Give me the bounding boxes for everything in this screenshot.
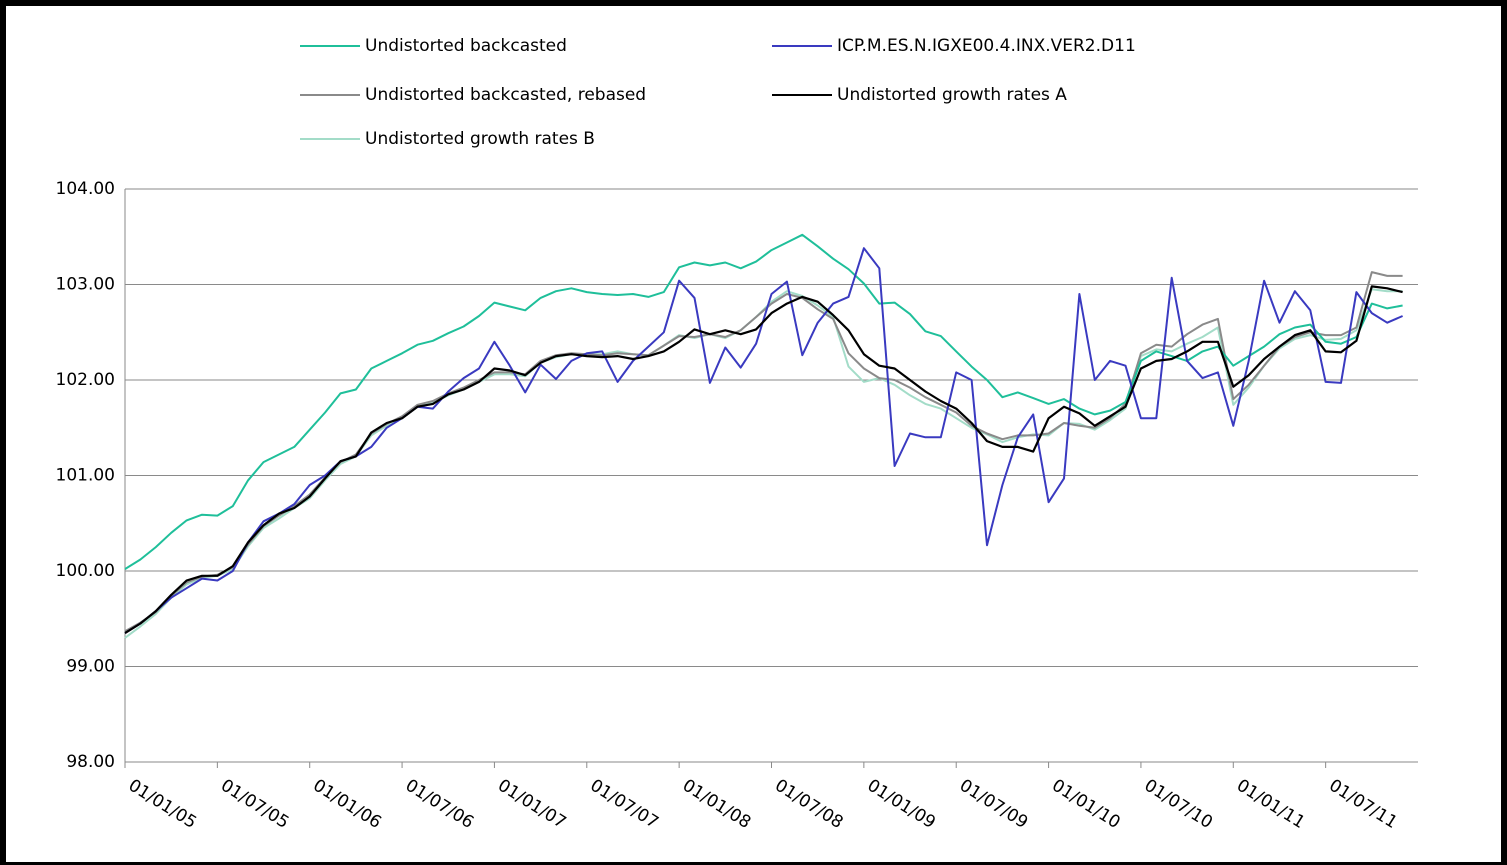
x-tick-label: 01/01/05 bbox=[125, 776, 200, 833]
x-tick-label: 01/07/05 bbox=[217, 776, 292, 833]
x-tick-label: 01/07/10 bbox=[1141, 776, 1216, 833]
y-tick-label: 98.00 bbox=[66, 752, 115, 772]
x-tick-label: 01/07/11 bbox=[1325, 776, 1400, 833]
x-tick-label: 01/01/11 bbox=[1233, 776, 1308, 833]
series-line bbox=[124, 285, 1403, 635]
legend-label: Undistorted backcasted, rebased bbox=[365, 85, 646, 105]
series-line bbox=[124, 247, 1403, 634]
y-tick-label: 102.00 bbox=[56, 370, 115, 390]
x-tick-label: 01/01/06 bbox=[309, 776, 384, 833]
y-tick-label: 100.00 bbox=[56, 561, 115, 581]
x-tick-label: 01/01/07 bbox=[494, 776, 569, 833]
x-tick-label: 01/07/06 bbox=[402, 776, 477, 833]
x-tick-label: 01/01/09 bbox=[864, 776, 939, 833]
legend-label: Undistorted backcasted bbox=[365, 36, 567, 56]
x-tick-label: 01/07/08 bbox=[771, 776, 846, 833]
y-tick-label: 99.00 bbox=[66, 657, 115, 677]
x-tick-label: 01/07/07 bbox=[586, 776, 661, 833]
y-tick-label: 101.00 bbox=[56, 466, 115, 486]
legend-label: ICP.M.ES.N.IGXE00.4.INX.VER2.D11 bbox=[837, 36, 1136, 56]
legend-label: Undistorted growth rates B bbox=[365, 129, 595, 149]
series-line bbox=[124, 233, 1403, 570]
x-tick-label: 01/01/10 bbox=[1048, 776, 1123, 833]
x-tick-label: 01/07/09 bbox=[956, 776, 1031, 833]
y-tick-label: 104.00 bbox=[56, 179, 115, 199]
x-tick-label: 01/01/08 bbox=[679, 776, 754, 833]
series-line bbox=[124, 271, 1403, 633]
y-tick-label: 103.00 bbox=[56, 275, 115, 295]
legend-label: Undistorted growth rates A bbox=[837, 85, 1067, 105]
